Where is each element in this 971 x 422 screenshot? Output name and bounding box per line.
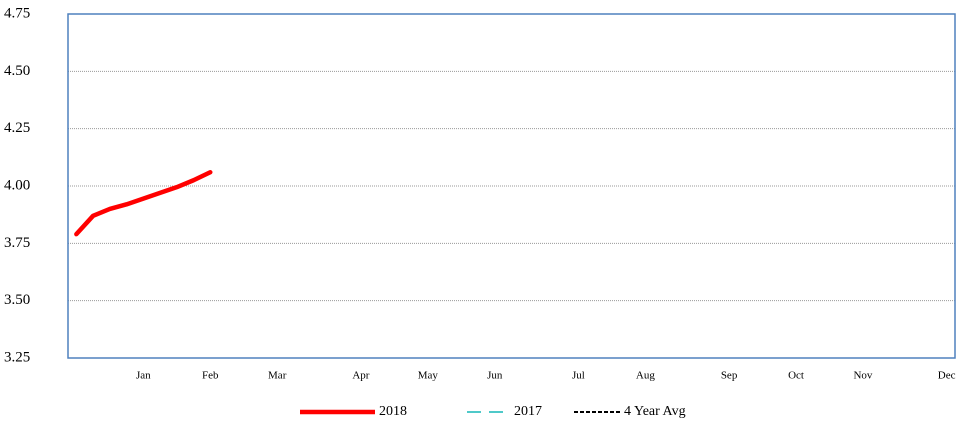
y-tick-label: 4.00 <box>4 177 30 193</box>
y-tick-label: 4.50 <box>4 63 30 79</box>
x-tick-label: Mar <box>268 370 287 382</box>
x-tick-label: May <box>418 370 439 382</box>
plot-border <box>67 13 956 359</box>
y-tick-label: 3.75 <box>4 235 30 251</box>
x-tick-label: Jun <box>487 370 503 382</box>
y-tick-label: 4.25 <box>4 120 30 136</box>
x-tick-label: Nov <box>853 370 872 382</box>
y-tick-label: 4.75 <box>4 5 30 21</box>
x-tick-label: Dec <box>938 370 956 382</box>
y-tick-label: 3.25 <box>4 349 30 365</box>
x-tick-label: Aug <box>636 370 655 382</box>
x-tick-label: Jul <box>572 370 585 382</box>
x-tick-label: Feb <box>202 370 219 382</box>
x-tick-label: Sep <box>721 370 738 382</box>
x-tick-label: Apr <box>352 370 369 382</box>
series-line <box>74 169 213 237</box>
x-tick-label: Jan <box>136 370 151 382</box>
legend-label: 2017 <box>514 404 542 419</box>
x-tick-label: Oct <box>788 370 804 382</box>
legend-label: 4 Year Avg <box>624 404 686 419</box>
y-tick-label: 3.50 <box>4 292 30 308</box>
legend-label: 2018 <box>379 404 407 419</box>
